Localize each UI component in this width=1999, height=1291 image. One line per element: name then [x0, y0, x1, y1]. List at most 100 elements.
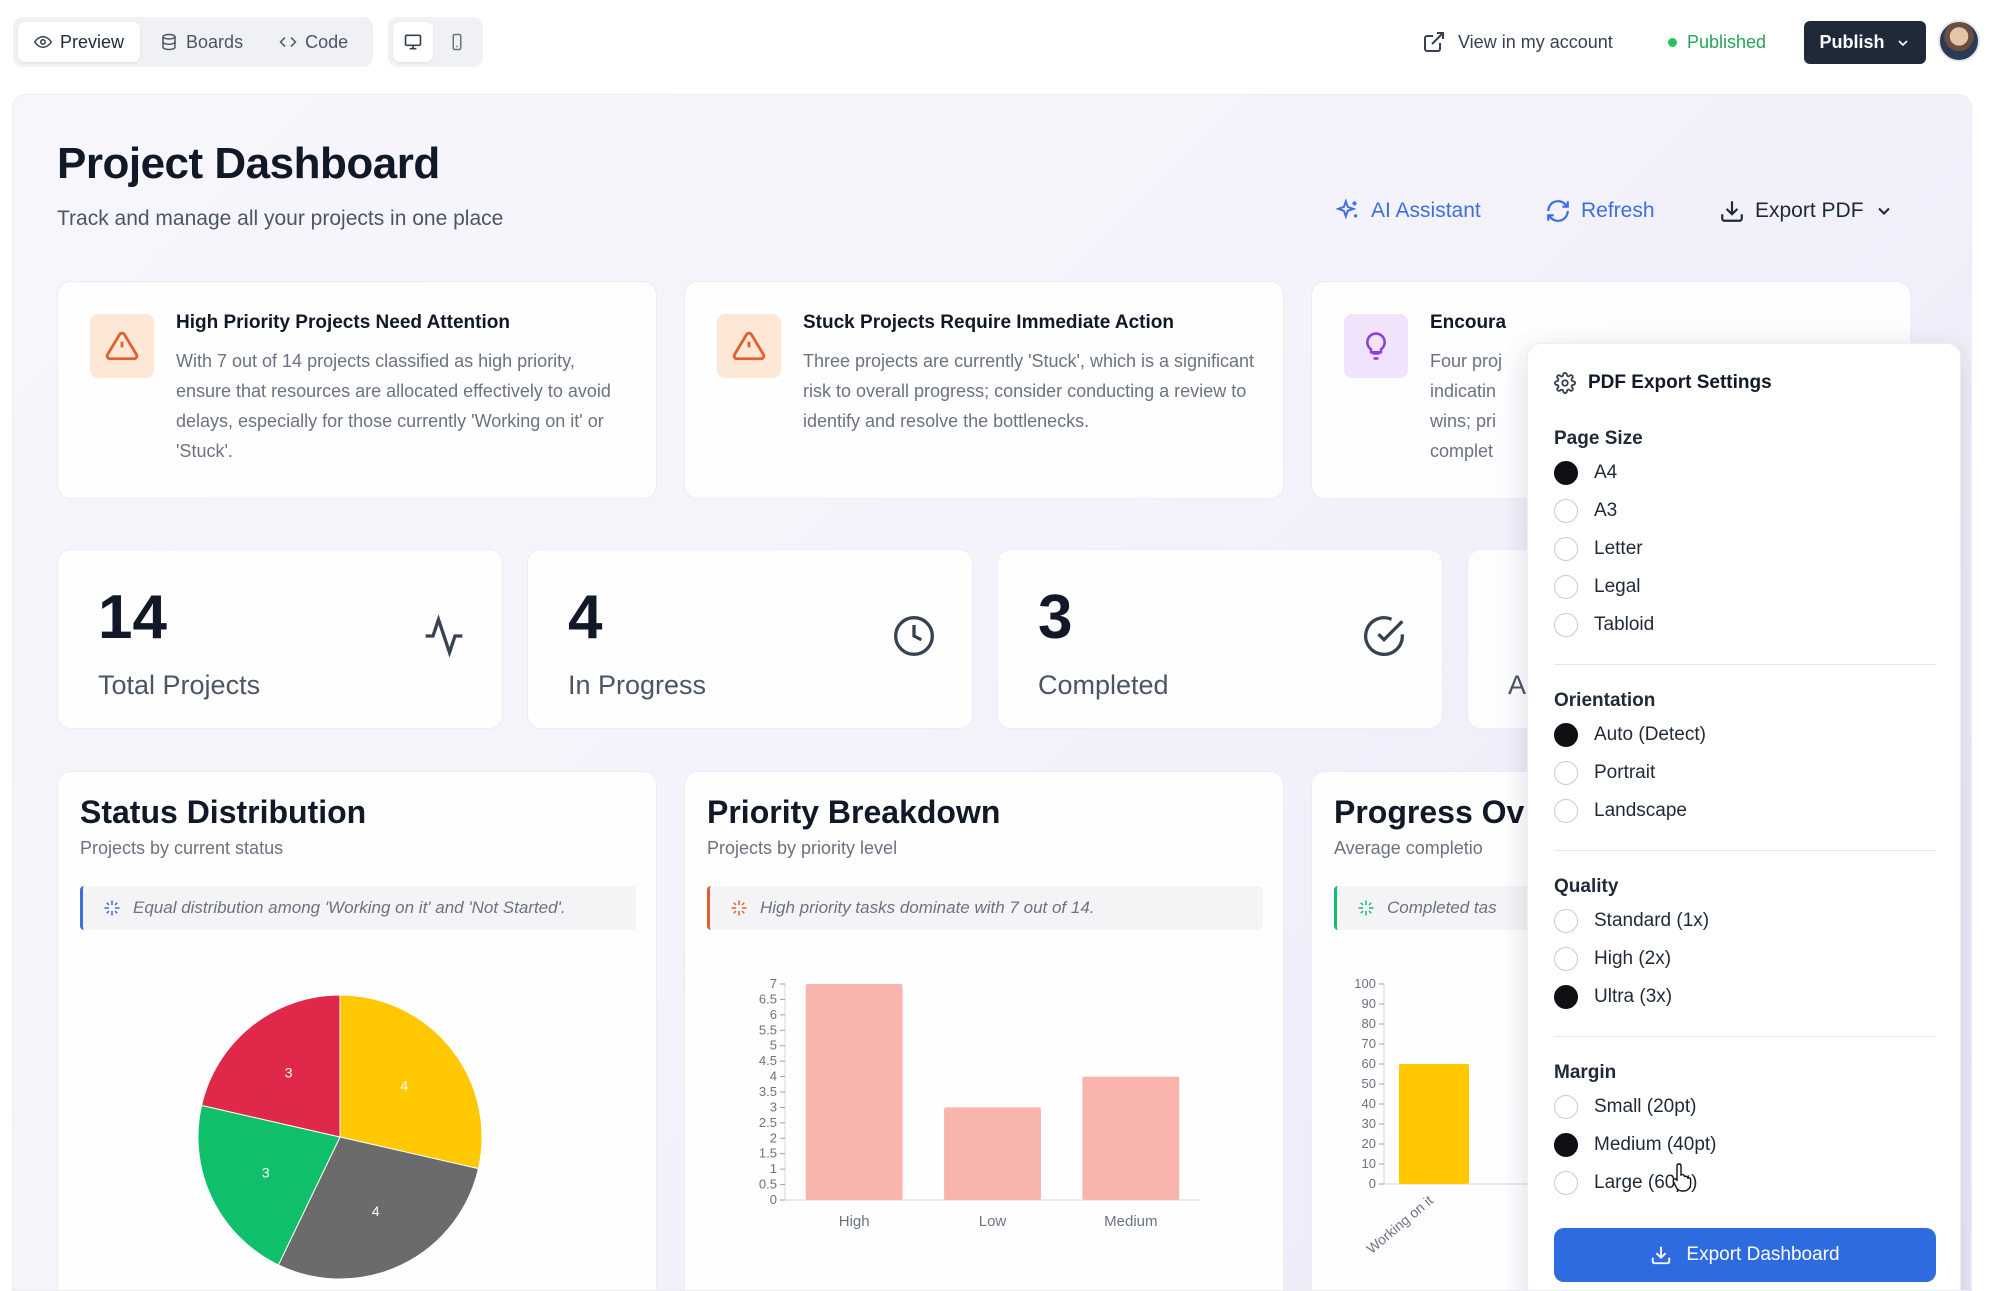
chart-card-status-distribution: Status Distribution Projects by current …	[57, 771, 657, 1290]
option-medium-margin[interactable]: Medium (40pt)	[1554, 1130, 1717, 1160]
group-title-page-size: Page Size	[1554, 428, 1643, 449]
insight-title: High Priority Projects Need Attention	[176, 312, 510, 333]
user-avatar[interactable]	[1938, 20, 1980, 62]
stat-card-completed: 3 Completed	[997, 549, 1443, 729]
publish-button[interactable]: Publish	[1804, 21, 1926, 64]
bar	[944, 1107, 1041, 1200]
chevron-down-icon	[1877, 207, 1890, 215]
chart-card-priority-breakdown: Priority Breakdown Projects by priority …	[684, 771, 1284, 1290]
mobile-view-button[interactable]	[437, 22, 477, 62]
chart-note-text: High priority tasks dominate with 7 out …	[760, 898, 1095, 917]
option-tabloid[interactable]: Tabloid	[1554, 610, 1654, 640]
option-large-margin[interactable]: Large (60pt)	[1554, 1168, 1698, 1198]
x-tick-label: Working on it	[1363, 1192, 1436, 1257]
bar	[1082, 1076, 1180, 1200]
option-a4[interactable]: A4	[1554, 458, 1617, 488]
radio-button[interactable]	[1554, 1095, 1578, 1119]
radio-button[interactable]	[1554, 799, 1578, 823]
insight-card: High Priority Projects Need Attention Wi…	[57, 281, 657, 499]
top-toolbar: Preview Boards Code View in my account P…	[0, 0, 1999, 86]
option-label: Letter	[1594, 538, 1643, 559]
option-landscape[interactable]: Landscape	[1554, 796, 1687, 826]
option-standard[interactable]: Standard (1x)	[1554, 906, 1709, 936]
sparkles-icon	[1335, 198, 1358, 220]
insight-card: Stuck Projects Require Immediate Action …	[684, 281, 1284, 499]
option-label: Ultra (3x)	[1594, 986, 1673, 1007]
y-tick-label: 0	[770, 1192, 777, 1207]
pdf-export-settings-panel: PDF Export Settings Page Size A4 A3 Lett…	[1527, 343, 1961, 1290]
option-legal[interactable]: Legal	[1554, 572, 1641, 602]
download-icon	[1721, 201, 1743, 222]
divider	[1554, 1036, 1936, 1037]
warning-icon	[105, 331, 139, 361]
insight-text: Three projects are currently 'Stuck', wh…	[803, 351, 1255, 431]
warning-icon	[732, 331, 766, 361]
radio-button[interactable]	[1554, 461, 1578, 485]
view-mode-switcher: Preview Boards Code	[13, 17, 373, 67]
clock-icon	[894, 616, 934, 656]
insight-title: Stuck Projects Require Immediate Action	[803, 312, 1174, 333]
y-tick-label: 80	[1362, 1016, 1376, 1031]
tab-boards[interactable]: Boards	[144, 22, 259, 62]
tab-code-label: Code	[305, 31, 349, 52]
tab-boards-label: Boards	[186, 31, 244, 52]
option-ultra[interactable]: Ultra (3x)	[1554, 982, 1672, 1012]
stat-label: Completed	[1038, 670, 1169, 700]
chart-note-text: Completed tas	[1387, 898, 1497, 917]
radio-button[interactable]	[1554, 499, 1578, 523]
dashboard-canvas: Project Dashboard Track and manage all y…	[12, 94, 1972, 1291]
refresh-button[interactable]: Refresh	[1545, 193, 1655, 229]
bar	[805, 984, 903, 1200]
refresh-icon	[1547, 200, 1569, 222]
radio-button[interactable]	[1554, 909, 1578, 933]
option-auto-detect[interactable]: Auto (Detect)	[1554, 720, 1706, 750]
tab-preview-label: Preview	[60, 31, 125, 52]
option-small-margin[interactable]: Small (20pt)	[1554, 1092, 1696, 1122]
desktop-view-button[interactable]	[393, 22, 433, 62]
chart-insight-note: High priority tasks dominate with 7 out …	[707, 886, 1263, 930]
y-tick-label: 1.5	[759, 1146, 777, 1161]
option-portrait[interactable]: Portrait	[1554, 758, 1655, 788]
ai-assistant-button[interactable]: AI Assistant	[1335, 193, 1481, 229]
radio-button[interactable]	[1554, 723, 1578, 747]
y-tick-label: 5.5	[759, 1022, 777, 1037]
bar	[1399, 1064, 1469, 1184]
view-in-account-link[interactable]: View in my account	[1422, 24, 1613, 60]
pie-slice	[200, 994, 341, 1138]
sparkles-icon	[1358, 900, 1374, 916]
mouse-cursor-icon	[1672, 1163, 1692, 1192]
radio-button[interactable]	[1554, 1133, 1578, 1157]
export-pdf-label: Export PDF	[1755, 199, 1864, 222]
option-label: Tabloid	[1594, 614, 1655, 635]
export-dashboard-button[interactable]: Export Dashboard	[1554, 1228, 1936, 1282]
radio-button[interactable]	[1554, 761, 1578, 785]
tab-preview[interactable]: Preview	[18, 22, 141, 62]
x-tick-label: Medium	[1104, 1213, 1157, 1230]
stat-card-total-projects: 14 Total Projects	[57, 549, 503, 729]
divider	[1554, 850, 1936, 851]
option-letter[interactable]: Letter	[1554, 534, 1643, 564]
radio-button[interactable]	[1554, 537, 1578, 561]
option-a3[interactable]: A3	[1554, 496, 1617, 526]
option-high[interactable]: High (2x)	[1554, 944, 1671, 974]
pie-slice-label: 3	[285, 1065, 293, 1081]
y-tick-label: 40	[1362, 1096, 1376, 1111]
pie-slice	[277, 1136, 480, 1280]
radio-button[interactable]	[1554, 985, 1578, 1009]
chart-subtitle: Projects by priority level	[707, 838, 898, 858]
chart-subtitle: Projects by current status	[80, 838, 284, 858]
stat-label: Total Projects	[98, 670, 261, 700]
tab-code[interactable]: Code	[263, 22, 364, 62]
chevron-down-icon	[1897, 39, 1908, 46]
progress-bar-chart: 0 10 20 30 40 50 60 70 80 90 100 Working on it	[1354, 976, 1684, 1257]
external-link-icon	[1424, 32, 1444, 52]
y-tick-label: 100	[1354, 976, 1376, 991]
radio-button[interactable]	[1554, 613, 1578, 637]
smartphone-icon	[452, 33, 462, 51]
option-label: Auto (Detect)	[1594, 724, 1706, 745]
radio-button[interactable]	[1554, 1171, 1578, 1195]
radio-button[interactable]	[1554, 575, 1578, 599]
export-pdf-button[interactable]: Export PDF	[1719, 193, 1894, 229]
radio-button[interactable]	[1554, 947, 1578, 971]
page-subtitle: Track and manage all your projects in on…	[57, 207, 504, 230]
